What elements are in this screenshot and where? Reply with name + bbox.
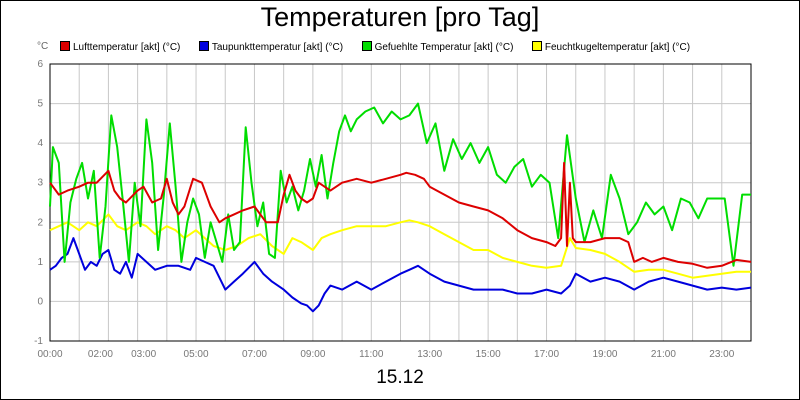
legend-swatch-yellow [531, 40, 542, 51]
y-tick-label: 3 [37, 178, 43, 189]
x-tick-label: 00:00 [37, 349, 62, 360]
y-tick-label: 0 [37, 296, 43, 307]
date-label: 15.12 [376, 367, 424, 388]
y-tick-label: 6 [37, 59, 43, 70]
x-tick-label: 17:00 [534, 349, 559, 360]
legend-item-feuchtkugeltemperatur: Feuchtkugeltemperatur [akt] (°C) [531, 40, 691, 53]
chart-title: Temperaturen [pro Tag] [260, 2, 540, 32]
axis-ticks: -1 0 1 2 3 4 5 6 00:00 02:00 03:00 05:00 07:00 09:00 1… [34, 59, 735, 360]
legend-label: Feuchtkugeltemperatur [akt] (°C) [544, 41, 691, 53]
x-tick-label: 07:00 [242, 349, 267, 360]
legend-item-lufttemperatur: Lufttemperatur [akt] (°C) [60, 40, 181, 53]
y-tick-label: 5 [37, 99, 43, 110]
x-tick-label: 15:00 [476, 349, 501, 360]
x-tick-label: 02:00 [88, 349, 113, 360]
y-tick-label: 4 [37, 138, 43, 149]
legend-swatch-red [60, 40, 70, 51]
series-line [49, 102, 751, 267]
y-axis-unit-label: °C [37, 41, 49, 52]
series-line [49, 161, 752, 269]
x-tick-label: 23:00 [709, 349, 734, 360]
chart-grid [50, 64, 751, 341]
y-tick-label: 2 [37, 217, 43, 228]
x-tick-label: 03:00 [131, 349, 156, 360]
x-tick-label: 09:00 [300, 349, 325, 360]
legend-swatch-green [361, 40, 372, 51]
legend-item-taupunkttemperatur: Taupunkttemperatur [akt] (°C) [198, 40, 344, 53]
legend-label: Gefuehlte Temperatur [akt] (°C) [374, 41, 514, 53]
x-tick-label: 21:00 [651, 349, 676, 360]
chart-legend: Lufttemperatur [akt] (°C) Taupunkttemper… [60, 38, 704, 53]
series-line [49, 237, 752, 313]
x-tick-label: 11:00 [359, 349, 384, 360]
legend-item-gefuehlte-temperatur: Gefuehlte Temperatur [akt] (°C) [361, 40, 514, 53]
x-tick-label: 19:00 [592, 349, 617, 360]
legend-swatch-blue [198, 40, 209, 51]
legend-label: Taupunkttemperatur [akt] (°C) [211, 41, 344, 53]
x-tick-label: 13:00 [417, 349, 442, 360]
legend-label: Lufttemperatur [akt] (°C) [73, 41, 181, 53]
y-tick-label: 1 [37, 257, 43, 268]
series-line [49, 213, 751, 279]
series-lines [49, 102, 752, 313]
x-tick-label: 05:00 [184, 349, 209, 360]
y-tick-label: -1 [34, 336, 43, 347]
